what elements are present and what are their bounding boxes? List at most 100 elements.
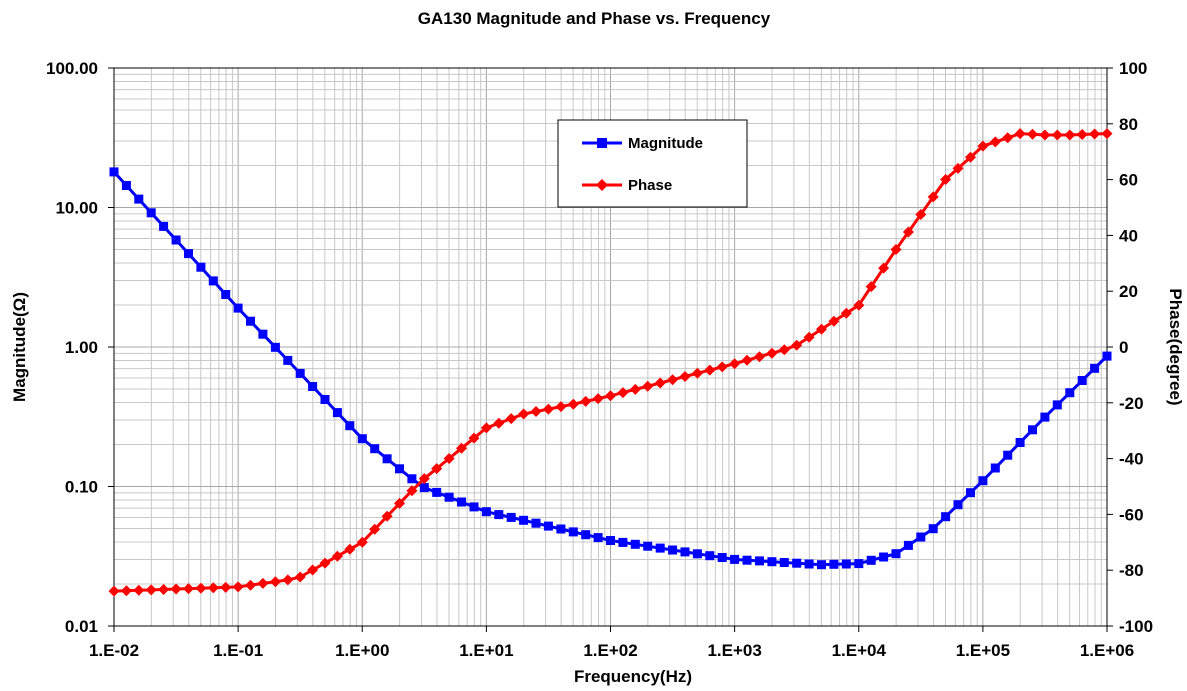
data-point <box>940 174 952 185</box>
data-point <box>555 401 567 413</box>
data-point <box>456 442 467 454</box>
data-point <box>730 554 740 564</box>
data-point <box>233 303 243 313</box>
x-axis: 1.E-02 1.E-01 1.E+00 1.E+01 1.E+02 1.E+03 1.E+… <box>89 626 1134 660</box>
data-point <box>109 167 119 177</box>
data-point <box>580 395 592 407</box>
data-point <box>345 421 355 431</box>
data-point <box>145 584 157 596</box>
x-tick-label: 1.E+02 <box>583 641 637 660</box>
y-left-tick-label: 1.00 <box>65 338 98 357</box>
y-axis-left-label: Magnitude(Ω) <box>10 292 29 402</box>
x-tick-label: 1.E+05 <box>956 641 1010 660</box>
x-axis-label: Frequency(Hz) <box>574 667 692 686</box>
data-point <box>134 194 144 204</box>
x-tick-label: 1.E+01 <box>459 641 513 660</box>
legend-magnitude-marker <box>597 138 607 148</box>
data-point <box>1028 425 1037 435</box>
data-point <box>915 209 927 220</box>
data-point <box>978 476 988 486</box>
data-point <box>469 502 479 512</box>
data-point <box>742 555 752 565</box>
data-point <box>283 355 293 365</box>
data-point <box>444 492 454 502</box>
data-point <box>891 549 901 559</box>
data-point <box>370 444 380 454</box>
data-point <box>121 181 131 190</box>
y-left-tick-label: 100.00 <box>46 59 98 78</box>
data-point <box>840 307 852 319</box>
data-point <box>270 342 280 352</box>
data-point <box>853 299 865 311</box>
data-point <box>605 390 616 402</box>
data-point <box>741 354 753 366</box>
grid <box>113 68 1107 627</box>
data-point <box>307 564 319 576</box>
data-point <box>195 582 207 594</box>
data-point <box>592 393 604 405</box>
data-point <box>692 549 702 559</box>
data-point <box>680 547 690 557</box>
data-point <box>480 422 492 434</box>
data-point <box>667 374 679 386</box>
y-right-tick-label: -20 <box>1119 394 1144 413</box>
data-point <box>158 584 170 595</box>
legend: Magnitude Phase <box>557 119 748 208</box>
data-point <box>493 417 505 429</box>
data-point <box>1089 128 1101 140</box>
data-point <box>531 518 541 528</box>
data-point <box>953 500 963 510</box>
data-point <box>804 559 814 569</box>
data-point <box>468 432 480 444</box>
data-point <box>1002 132 1014 144</box>
data-point <box>816 323 827 335</box>
data-point <box>630 539 640 549</box>
data-point <box>319 557 331 569</box>
y-axis-left: 100.00 10.00 1.00 0.10 0.01 <box>46 59 114 636</box>
data-point <box>1027 128 1038 140</box>
data-point <box>381 510 393 522</box>
data-point <box>879 552 889 562</box>
data-point <box>606 536 615 545</box>
data-point <box>207 582 219 594</box>
data-point <box>133 584 145 596</box>
data-point <box>717 553 727 562</box>
data-point <box>1003 450 1013 460</box>
data-point <box>729 358 741 370</box>
data-point <box>817 560 826 570</box>
data-point <box>568 527 578 537</box>
data-point <box>617 387 629 399</box>
data-point <box>567 398 579 410</box>
data-point <box>767 557 777 567</box>
data-point <box>990 463 1000 473</box>
y-right-tick-label: -60 <box>1119 505 1144 524</box>
data-point <box>643 541 653 551</box>
x-tick-label: 1.E-02 <box>89 641 139 660</box>
series-phase <box>108 128 1113 597</box>
data-point <box>246 316 255 326</box>
data-point <box>382 454 392 464</box>
data-point <box>1015 438 1025 447</box>
data-point <box>208 276 218 286</box>
data-point <box>1014 128 1026 140</box>
data-point <box>866 555 876 565</box>
y-right-tick-label: -40 <box>1119 450 1144 469</box>
data-point <box>977 140 989 152</box>
data-point <box>642 380 654 392</box>
data-point <box>269 576 281 588</box>
data-point <box>407 474 417 484</box>
data-point <box>1051 129 1063 141</box>
data-point <box>791 339 803 351</box>
data-point <box>679 371 691 382</box>
data-point <box>196 262 206 272</box>
data-point <box>295 368 305 378</box>
series-magnitude <box>109 167 1112 570</box>
x-tick-label: 1.E+03 <box>707 641 761 660</box>
data-point <box>457 497 466 507</box>
data-point <box>171 235 181 245</box>
legend-phase-label: Phase <box>628 177 672 194</box>
y-left-tick-label: 0.10 <box>65 478 98 497</box>
data-point <box>1052 400 1062 410</box>
data-point <box>542 403 554 415</box>
